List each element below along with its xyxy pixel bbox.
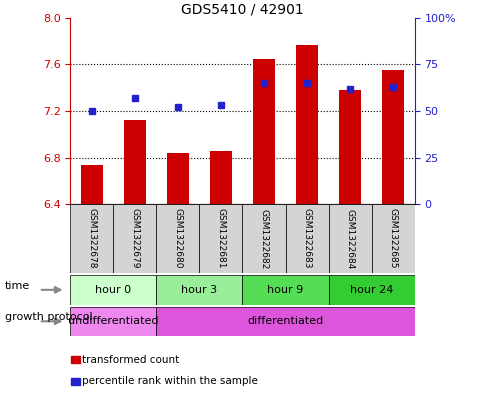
Bar [328,204,371,273]
Bar [285,204,328,273]
Bar [156,204,199,273]
Bar [81,165,103,204]
Text: hour 3: hour 3 [181,285,217,295]
Text: time: time [5,281,30,291]
Bar [70,307,156,336]
Text: growth protocol: growth protocol [5,312,92,322]
Bar [381,70,403,204]
Bar [371,204,414,273]
Bar [210,151,231,204]
Text: percentile rank within the sample: percentile rank within the sample [82,376,258,386]
Bar [70,275,156,305]
Bar [328,275,414,305]
Text: hour 9: hour 9 [267,285,303,295]
Text: GSM1322684: GSM1322684 [345,209,354,269]
Text: GSM1322683: GSM1322683 [302,209,311,269]
Bar [167,153,188,204]
Bar [199,204,242,273]
Text: transformed count: transformed count [82,354,180,365]
Bar [339,90,360,204]
Text: hour 24: hour 24 [349,285,393,295]
Text: hour 0: hour 0 [95,285,131,295]
Text: undifferentiated: undifferentiated [68,316,158,326]
Bar [70,204,113,273]
Bar [124,120,145,204]
Text: GSM1322681: GSM1322681 [216,209,225,269]
Text: GSM1322682: GSM1322682 [259,209,268,269]
Text: GSM1322685: GSM1322685 [388,209,397,269]
Bar [242,204,285,273]
Text: GSM1322678: GSM1322678 [87,209,96,269]
Bar [296,44,317,204]
Text: differentiated: differentiated [247,316,323,326]
Bar [156,275,242,305]
Bar [242,275,328,305]
Bar [113,204,156,273]
Bar [253,59,274,204]
Text: GSM1322679: GSM1322679 [130,209,139,269]
Text: GSM1322680: GSM1322680 [173,209,182,269]
Title: GDS5410 / 42901: GDS5410 / 42901 [181,2,303,17]
Bar [156,307,414,336]
